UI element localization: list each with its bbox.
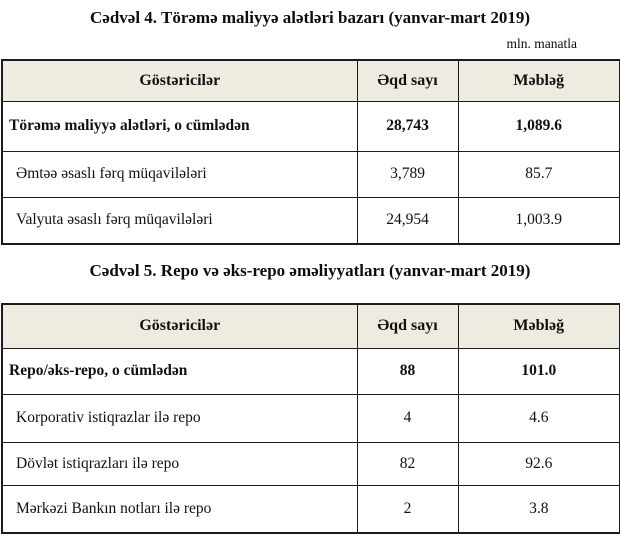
amount-cell: 1,089.6 [457, 100, 620, 152]
column-header-indicators: Göstəricilər [1, 59, 358, 102]
deal-count-cell: 82 [356, 441, 459, 486]
table-row: Valyuta əsaslı fərq müqavilələri 24,954 … [1, 196, 620, 245]
deal-count-cell: 28,743 [356, 100, 459, 152]
deal-count-cell: 3,789 [356, 150, 459, 198]
row-label: Valyuta əsaslı fərq müqavilələri [1, 196, 358, 245]
column-header-amount: Məbləğ [457, 303, 620, 349]
amount-cell: 4.6 [457, 393, 620, 443]
amount-cell: 101.0 [457, 347, 620, 395]
table-row: Dövlət istiqrazları ilə repo 82 92.6 [1, 441, 620, 486]
table-header-row: Göstəricilər Əqd sayı Məbləğ [1, 59, 620, 102]
amount-cell: 3.8 [457, 484, 620, 534]
row-label: Repo/əks-repo, o cümlədən [1, 347, 358, 395]
deal-count-cell: 24,954 [356, 196, 459, 245]
column-header-indicators: Göstəricilər [1, 303, 358, 349]
column-header-deal-count: Əqd sayı [356, 303, 459, 349]
row-label: Korporativ istiqrazlar ilə repo [1, 393, 358, 443]
table-row: Törəmə maliyyə alətləri, o cümlədən 28,7… [1, 100, 620, 152]
amount-cell: 1,003.9 [457, 196, 620, 245]
amount-cell: 85.7 [457, 150, 620, 198]
row-label: Əmtəə əsaslı fərq müqavilələri [1, 150, 358, 198]
table-5-title: Cədvəl 5. Repo və əks-repo əməliyyatları… [89, 261, 531, 280]
table-repo: Göstəricilər Əqd sayı Məbləğ Repo/əks-re… [1, 303, 620, 534]
deal-count-cell: 2 [356, 484, 459, 534]
table-header-row: Göstəricilər Əqd sayı Məbləğ [1, 303, 620, 349]
amount-cell: 92.6 [457, 441, 620, 486]
column-header-deal-count: Əqd sayı [356, 59, 459, 102]
unit-note: mln. manatla [506, 36, 577, 51]
deal-count-cell: 88 [356, 347, 459, 395]
table-row: Repo/əks-repo, o cümlədən 88 101.0 [1, 347, 620, 395]
table-derivatives: Göstəricilər Əqd sayı Məbləğ Törəmə mali… [1, 59, 620, 245]
table-row: Korporativ istiqrazlar ilə repo 4 4.6 [1, 393, 620, 443]
row-label: Törəmə maliyyə alətləri, o cümlədən [1, 100, 358, 152]
deal-count-cell: 4 [356, 393, 459, 443]
table-row: Mərkəzi Bankın notları ilə repo 2 3.8 [1, 484, 620, 534]
table-row: Əmtəə əsaslı fərq müqavilələri 3,789 85.… [1, 150, 620, 198]
row-label: Dövlət istiqrazları ilə repo [1, 441, 358, 486]
column-header-amount: Məbləğ [457, 59, 620, 102]
row-label: Mərkəzi Bankın notları ilə repo [1, 484, 358, 534]
table-4-title: Cədvəl 4. Törəmə maliyyə alətləri bazarı… [90, 8, 530, 27]
